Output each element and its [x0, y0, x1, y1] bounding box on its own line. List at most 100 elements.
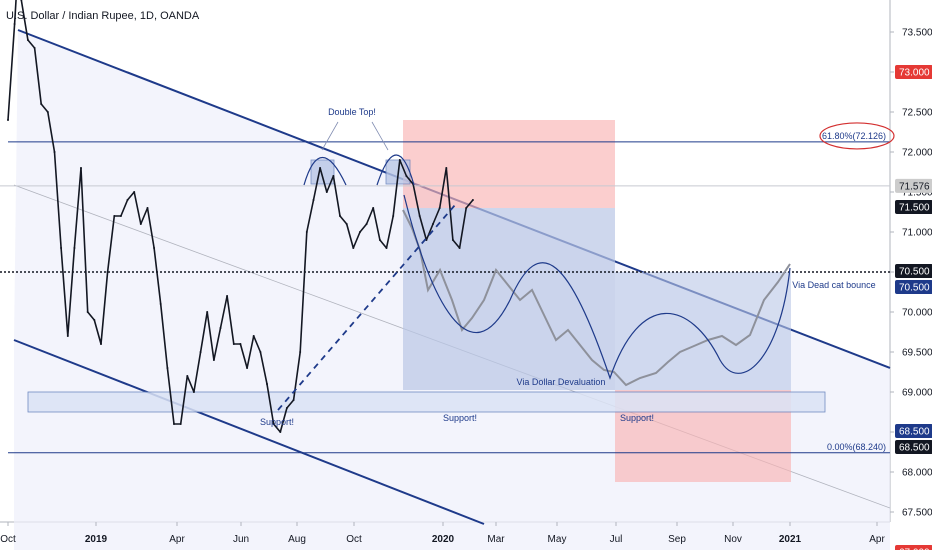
price-point: [146, 207, 149, 209]
price-point: [13, 23, 16, 25]
price-point: [246, 367, 249, 369]
price-point: [40, 103, 43, 105]
price-point: [239, 343, 242, 345]
price-point: [7, 119, 9, 121]
price-point: [432, 223, 434, 225]
price-point: [212, 359, 215, 361]
price-point: [20, 0, 23, 1]
price-point: [173, 423, 175, 425]
y-tick-label: 69.000: [902, 388, 932, 399]
price-point: [259, 351, 262, 353]
price-point: [272, 423, 275, 425]
y-tick-label: 73.500: [902, 28, 932, 39]
x-tick-label: Oct: [0, 534, 16, 545]
price-point: [166, 367, 169, 369]
channel-lower-line: [13, 339, 485, 525]
price-point: [418, 215, 421, 217]
x-tick-label: May: [548, 534, 567, 545]
y-tick-label: 71.000: [902, 228, 932, 239]
price-series-line: [7, 0, 474, 433]
price-point: [133, 191, 136, 193]
double-top-arc-1: [303, 156, 347, 186]
price-point: [319, 167, 322, 169]
y-tick-label: 72.500: [902, 108, 932, 119]
annotation-label: Via Dollar Devaluation: [517, 377, 606, 387]
price-point: [60, 247, 63, 249]
price-point: [186, 375, 189, 377]
price-point: [372, 207, 375, 209]
blue-target-box-right: [615, 272, 791, 390]
price-point: [266, 383, 268, 385]
price-point: [378, 239, 381, 241]
dashed-trendline: [277, 204, 456, 411]
price-point: [292, 399, 295, 401]
x-tick-label: Jul: [610, 534, 623, 545]
annotation-label: Support!: [443, 413, 477, 423]
price-badge-label: 71.576: [899, 181, 930, 192]
price-point: [192, 391, 195, 393]
price-point: [312, 199, 315, 201]
price-badge: [895, 65, 932, 79]
price-point: [405, 175, 408, 177]
price-point: [385, 247, 388, 249]
price-point: [465, 207, 468, 209]
price-badge: [895, 178, 932, 193]
red-risk-box-top: [403, 120, 615, 208]
annotation-label: Double Top!: [328, 107, 376, 117]
fib-highlight-ellipse: [819, 122, 895, 150]
price-point: [66, 335, 69, 337]
price-point: [392, 215, 395, 217]
price-point: [199, 351, 202, 353]
price-point: [153, 247, 156, 249]
callout-line-2: [371, 121, 389, 151]
x-tick-label: Apr: [869, 534, 885, 545]
price-badge-label: 70.500: [899, 283, 930, 294]
price-point: [325, 191, 328, 193]
price-point: [86, 311, 89, 313]
double-top-box-1: [310, 159, 335, 185]
x-tick-label: Aug: [288, 534, 306, 545]
price-badge-label: 71.500: [899, 203, 930, 214]
price-badge-label: 68.500: [899, 443, 930, 454]
annotation-label: Via Dead cat bounce: [792, 280, 875, 290]
price-badge: [895, 264, 932, 278]
price-point: [226, 295, 229, 297]
y-tick-label: 69.500: [902, 348, 932, 359]
price-point: [139, 223, 142, 225]
fib-level-label: 0.00%(68.240): [827, 442, 886, 452]
price-point: [159, 303, 162, 305]
price-point: [398, 159, 401, 161]
price-point: [458, 247, 461, 249]
x-tick-label: Apr: [169, 534, 185, 545]
price-badge: [895, 440, 932, 454]
price-point: [359, 231, 361, 233]
price-point: [206, 311, 209, 313]
price-point: [53, 151, 56, 153]
price-point: [285, 407, 288, 409]
price-point: [179, 423, 182, 425]
x-tick-label: 2020: [432, 534, 455, 545]
y-tick-label: 70.000: [902, 308, 932, 319]
price-badge-label: 70.500: [899, 267, 930, 278]
blue-target-box-left: [403, 208, 615, 390]
price-point: [33, 47, 36, 49]
price-point: [126, 199, 129, 201]
y-tick-label: 68.000: [902, 468, 932, 479]
price-point: [352, 247, 355, 249]
annotation-label: Support!: [620, 413, 654, 423]
x-tick-label: Sep: [668, 534, 686, 545]
price-point: [471, 199, 474, 201]
price-point: [438, 207, 441, 209]
price-point: [332, 175, 335, 177]
price-badge-label: 67.000: [899, 548, 930, 550]
price-badge-label: 68.500: [899, 427, 930, 438]
annotation-label: Support!: [260, 417, 294, 427]
price-point: [46, 111, 49, 113]
price-point: [80, 167, 82, 169]
callout-line-1: [321, 121, 339, 151]
y-tick-label: 71.500: [902, 188, 932, 199]
price-point: [365, 223, 368, 225]
chart-title: U.S. Dollar / Indian Rupee, 1D, OANDA: [6, 10, 200, 22]
